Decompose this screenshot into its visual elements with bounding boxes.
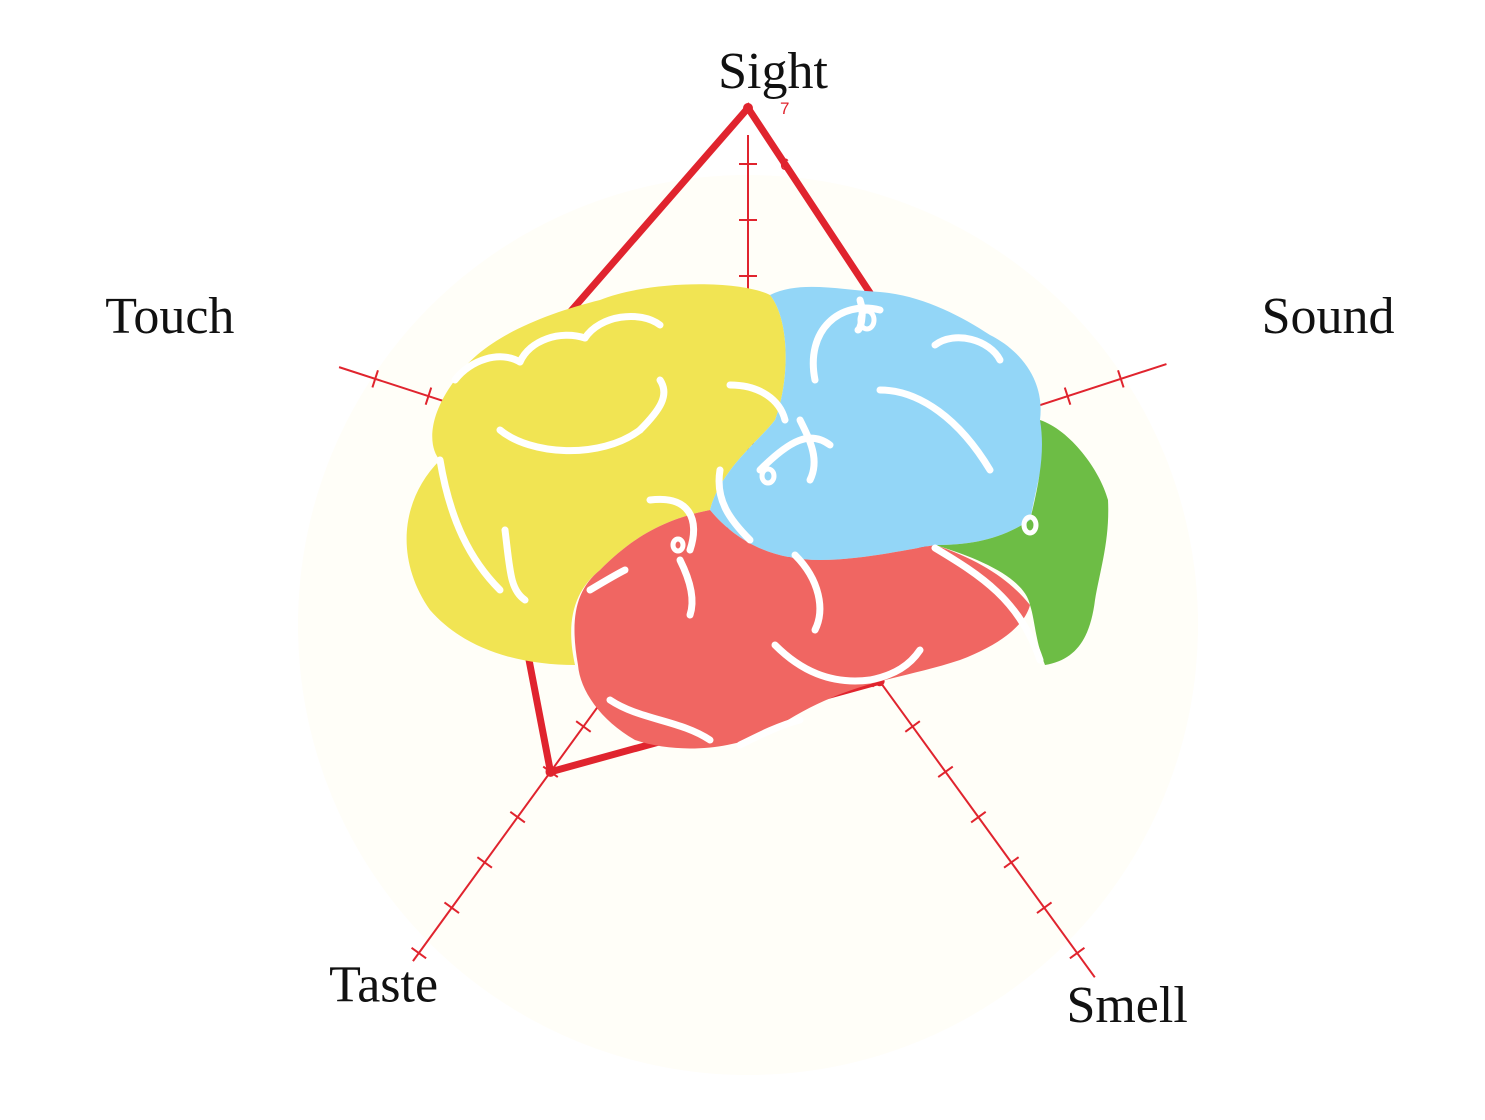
category-label-sight: Sight (718, 43, 828, 100)
axis-tick (476, 856, 493, 869)
axis-tick (410, 946, 427, 960)
brain-dot (759, 466, 777, 486)
axis-tick (1036, 901, 1053, 914)
occipital-lobe (935, 420, 1109, 665)
category-label-sound: Sound (1262, 288, 1395, 345)
axis-tick (970, 811, 987, 824)
axis-tick (904, 720, 921, 733)
axis-tick (1003, 856, 1020, 869)
category-label-taste: Taste (329, 957, 438, 1014)
category-label-touch: Touch (105, 288, 234, 345)
brain-icon (406, 284, 1109, 749)
axis-tick (575, 720, 592, 733)
axis-tick (1063, 387, 1072, 406)
temporal-lobe (574, 510, 1030, 749)
tick-label: 7 (780, 99, 789, 118)
axis-tick (424, 387, 433, 406)
axis-tick (1117, 369, 1125, 388)
axis-tick (1069, 946, 1086, 960)
brain-gyri (436, 296, 1044, 749)
axis-tick (509, 811, 526, 824)
brain-dot (857, 308, 877, 332)
frontal-lobe (406, 284, 786, 665)
brain-dot (670, 536, 686, 554)
data-point-sight (743, 103, 753, 113)
category-label-smell: Smell (1066, 977, 1187, 1034)
radar-labels: Sight Sound Smell Taste Touch (105, 43, 1394, 1034)
brain-dot (1021, 514, 1039, 536)
data-point-taste (545, 766, 556, 777)
parietal-lobe (710, 286, 1045, 560)
axis-tick (443, 901, 460, 914)
axis-tick (371, 369, 379, 388)
axis-tick (937, 765, 954, 778)
